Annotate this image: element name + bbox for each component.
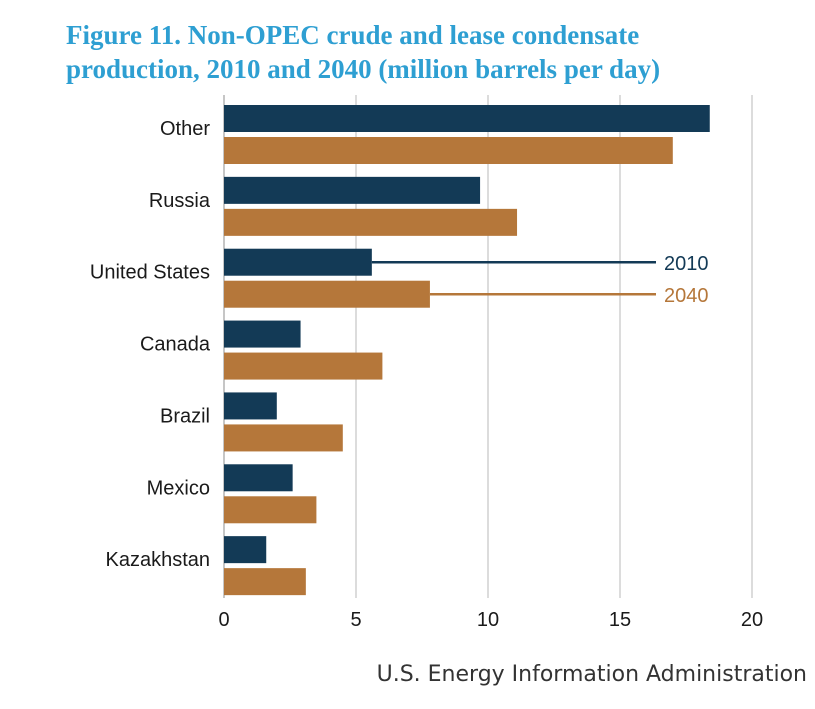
chart-title: Figure 11. Non-OPEC crude and lease cond… bbox=[66, 18, 806, 86]
x-tick-label: 15 bbox=[609, 609, 631, 631]
bar-2010 bbox=[224, 176, 481, 204]
category-label: Canada bbox=[140, 334, 211, 356]
source-credit: U.S. Energy Information Administration bbox=[376, 662, 807, 687]
category-labels: Other Russia United States Canada Brazil Mexi… bbox=[90, 118, 211, 571]
bar-2040 bbox=[224, 137, 673, 164]
bar-2040 bbox=[224, 280, 430, 308]
x-tick-label: 5 bbox=[350, 609, 361, 631]
bar-2010 bbox=[224, 248, 372, 276]
x-tick-labels: 0 5 10 15 20 bbox=[218, 609, 763, 631]
category-label: United States bbox=[90, 262, 210, 284]
bar-2040 bbox=[224, 496, 317, 524]
legend-label-2010: 2010 bbox=[664, 253, 709, 275]
bar-2040 bbox=[224, 424, 343, 452]
bar-2010 bbox=[224, 105, 710, 132]
bar-2010 bbox=[224, 392, 277, 420]
category-label: Other bbox=[160, 118, 210, 140]
bar-2010 bbox=[224, 536, 267, 564]
category-label: Brazil bbox=[160, 405, 210, 427]
bar-2040 bbox=[224, 352, 383, 380]
bar-2040 bbox=[224, 208, 518, 236]
x-tick-label: 10 bbox=[477, 609, 499, 631]
x-tick-label: 0 bbox=[218, 609, 229, 631]
bars bbox=[224, 105, 710, 596]
chart-title-line1: Figure 11. Non-OPEC crude and lease cond… bbox=[66, 20, 640, 50]
bar-2010 bbox=[224, 464, 293, 492]
legend: 2010 2040 bbox=[371, 253, 709, 307]
bar-2040 bbox=[224, 568, 306, 596]
bar-2010 bbox=[224, 320, 301, 348]
chart-title-line2: production, 2010 and 2040 (million barre… bbox=[66, 54, 661, 84]
x-tick-label: 20 bbox=[741, 609, 763, 631]
category-label: Russia bbox=[149, 190, 211, 212]
category-label: Mexico bbox=[147, 477, 210, 499]
legend-label-2040: 2040 bbox=[664, 285, 709, 307]
category-label: Kazakhstan bbox=[105, 549, 210, 571]
